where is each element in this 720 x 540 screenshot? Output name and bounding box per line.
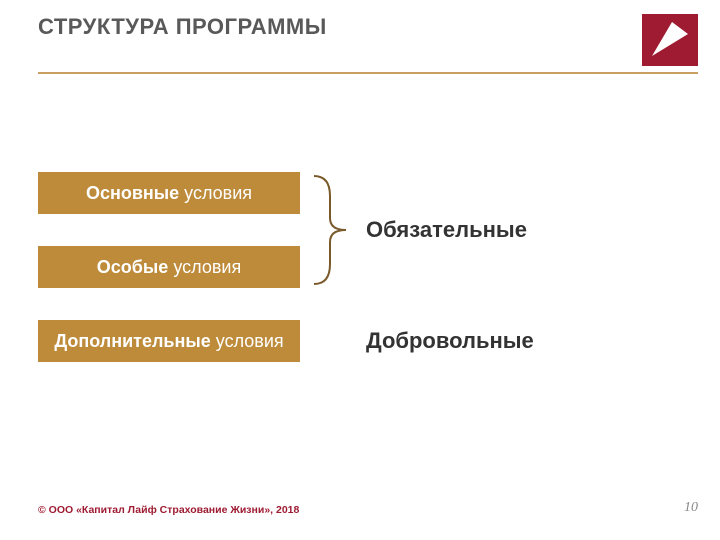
pill-main-conditions: Основные условия [38, 172, 300, 214]
header: СТРУКТУРА ПРОГРАММЫ [0, 0, 720, 66]
page-title: СТРУКТУРА ПРОГРАММЫ [38, 14, 327, 40]
page-number: 10 [684, 500, 698, 516]
label-mandatory: Обязательные [366, 217, 527, 243]
bracket [300, 172, 366, 288]
diagram: Основные условия Особые условия Обязател… [38, 172, 698, 362]
pill-bold: Особые [97, 257, 169, 277]
copyright-text: © ООО «Капитал Лайф Страхование Жизни», … [38, 504, 299, 516]
label-voluntary: Добровольные [366, 328, 534, 354]
pill-bold: Дополнительные [54, 331, 210, 351]
pill-rest: условия [179, 183, 252, 203]
pill-bold: Основные [86, 183, 179, 203]
brand-logo [642, 14, 698, 66]
slide: СТРУКТУРА ПРОГРАММЫ Основные условия Осо… [0, 0, 720, 540]
voluntary-group: Дополнительные условия Добровольные [38, 320, 698, 362]
pill-additional-conditions: Дополнительные условия [38, 320, 300, 362]
brace-icon [300, 172, 366, 288]
pill-special-conditions: Особые условия [38, 246, 300, 288]
mandatory-pills: Основные условия Особые условия [38, 172, 300, 288]
pill-rest: условия [168, 257, 241, 277]
header-divider [38, 72, 698, 74]
mandatory-group: Основные условия Особые условия Обязател… [38, 172, 698, 288]
pill-rest: условия [211, 331, 284, 351]
footer: © ООО «Капитал Лайф Страхование Жизни», … [38, 500, 698, 516]
